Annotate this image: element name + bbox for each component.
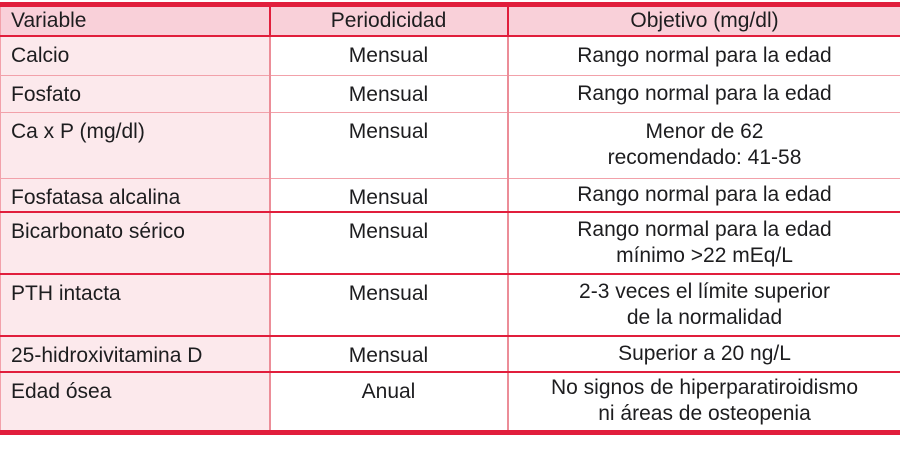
cell-variable: Ca x P (mg/dl) [0,112,270,179]
cell-objetivo: Superior a 20 ng/L [506,336,900,373]
table-row: Bicarbonato sérico Mensual Rango normal pa… [0,212,900,275]
col-header-periodicidad: Periodicidad [268,4,508,37]
objetivo-line: Rango normal para la edad [577,43,832,67]
objetivo-line: ni áreas de osteopenia [598,402,811,426]
cell-objetivo: Rango normal para la edad [506,75,900,113]
objetivo-line: Rango normal para la edad [577,182,832,206]
cell-variable: Edad ósea [0,372,270,432]
table-row: Fosfato Mensual Rango normal para la edad [0,75,900,113]
cell-periodicidad: Mensual [268,36,508,76]
cell-periodicidad: Mensual [268,112,508,179]
cell-variable: 25-hidroxivitamina D [0,336,270,373]
cell-objetivo: Rango normal para la edad [506,178,900,213]
objetivo-line: mínimo >22 mEq/L [616,244,793,267]
cell-periodicidad: Mensual [268,274,508,337]
table-header-row: Variable Periodicidad Objetivo (mg/dl) [0,4,900,37]
objetivo-line: Menor de 62 [645,120,764,143]
table-row: Calcio Mensual Rango normal para la edad [0,36,900,76]
objetivo-line: Rango normal para la edad [577,81,832,105]
cell-variable: PTH intacta [0,274,270,337]
cell-objetivo: 2-3 veces el límite superior de la normal… [506,274,900,337]
table-row: 25-hidroxivitamina D Mensual Superior a 20… [0,336,900,373]
table-body: Calcio Mensual Rango normal para la edad Fo… [0,36,900,432]
cell-variable: Calcio [0,36,270,76]
objetivo-line: Rango normal para la edad [577,218,832,241]
col-header-objetivo: Objetivo (mg/dl) [506,4,900,37]
objetivo-line: recomendado: 41-58 [607,146,802,169]
cell-objetivo: Menor de 62 recomendado: 41-58 [506,112,900,179]
cell-variable: Fosfatasa alcalina [0,178,270,213]
cell-variable: Fosfato [0,75,270,113]
cell-periodicidad: Mensual [268,178,508,213]
objetivo-line: 2-3 veces el límite superior [579,280,830,303]
table-row: Fosfatasa alcalina Mensual Rango normal pa… [0,178,900,213]
cell-objetivo: Rango normal para la edad mínimo >22 mEq/… [506,212,900,275]
table-row: PTH intacta Mensual 2-3 veces el límite su… [0,274,900,337]
objetivo-line: Superior a 20 ng/L [618,342,791,365]
cell-periodicidad: Mensual [268,212,508,275]
objetivo-line: de la normalidad [626,306,783,329]
objetivo-line: No signos de hiperparatiroidismo [551,376,858,400]
col-header-variable: Variable [0,4,270,37]
cell-periodicidad: Anual [268,372,508,432]
cell-periodicidad: Mensual [268,75,508,113]
table-row: Ca x P (mg/dl) Mensual Menor de 62 recomend… [0,112,900,179]
monitoring-table: Variable Periodicidad Objetivo (mg/dl) C… [0,2,900,435]
cell-variable: Bicarbonato sérico [0,212,270,275]
table-row: Edad ósea Anual No signos de hiperparatiro… [0,372,900,432]
cell-periodicidad: Mensual [268,336,508,373]
cell-objetivo: No signos de hiperparatiroidismo ni áreas… [506,372,900,432]
cell-objetivo: Rango normal para la edad [506,36,900,76]
